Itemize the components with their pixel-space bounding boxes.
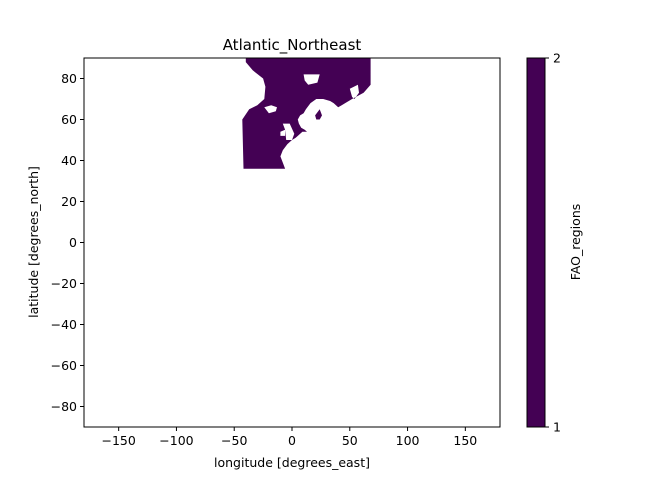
x-tick-label: 50 [342,433,358,448]
colorbar-tick-label: 2 [553,51,561,66]
x-tick-label: 0 [288,433,296,448]
y-axis-label: latitude [degrees_north] [26,166,41,318]
y-axis: −80 −60 −40 −20 0 20 40 60 80 [51,71,84,414]
x-tick-label: −100 [159,433,193,448]
colorbar-label: FAO_regions [568,204,583,281]
colorbar-tick-label: 1 [553,420,561,435]
y-tick-label: 80 [61,71,77,86]
y-tick-label: −20 [51,276,77,291]
y-tick-label: 0 [69,235,77,250]
colorbar-fill [526,57,546,428]
y-tick-label: 60 [61,112,77,127]
y-tick-label: 20 [61,194,77,209]
chart-title: Atlantic_Northeast [223,36,362,55]
region-atlantic-northeast [242,58,371,169]
x-tick-label: −150 [101,433,135,448]
plot-area [83,57,501,428]
y-tick-label: −40 [51,317,77,332]
x-axis: −150 −100 −50 0 50 100 150 [101,427,477,448]
y-tick-label: −80 [51,399,77,414]
colorbar: 12 FAO_regions [526,51,583,435]
y-tick-label: 40 [61,153,77,168]
x-tick-label: 150 [453,433,477,448]
x-tick-label: −50 [221,433,247,448]
y-tick-label: −60 [51,358,77,373]
region-layer [242,58,371,169]
x-axis-label: longitude [degrees_east] [214,455,370,470]
colorbar-ticks: 12 [545,51,561,435]
x-tick-label: 100 [396,433,420,448]
